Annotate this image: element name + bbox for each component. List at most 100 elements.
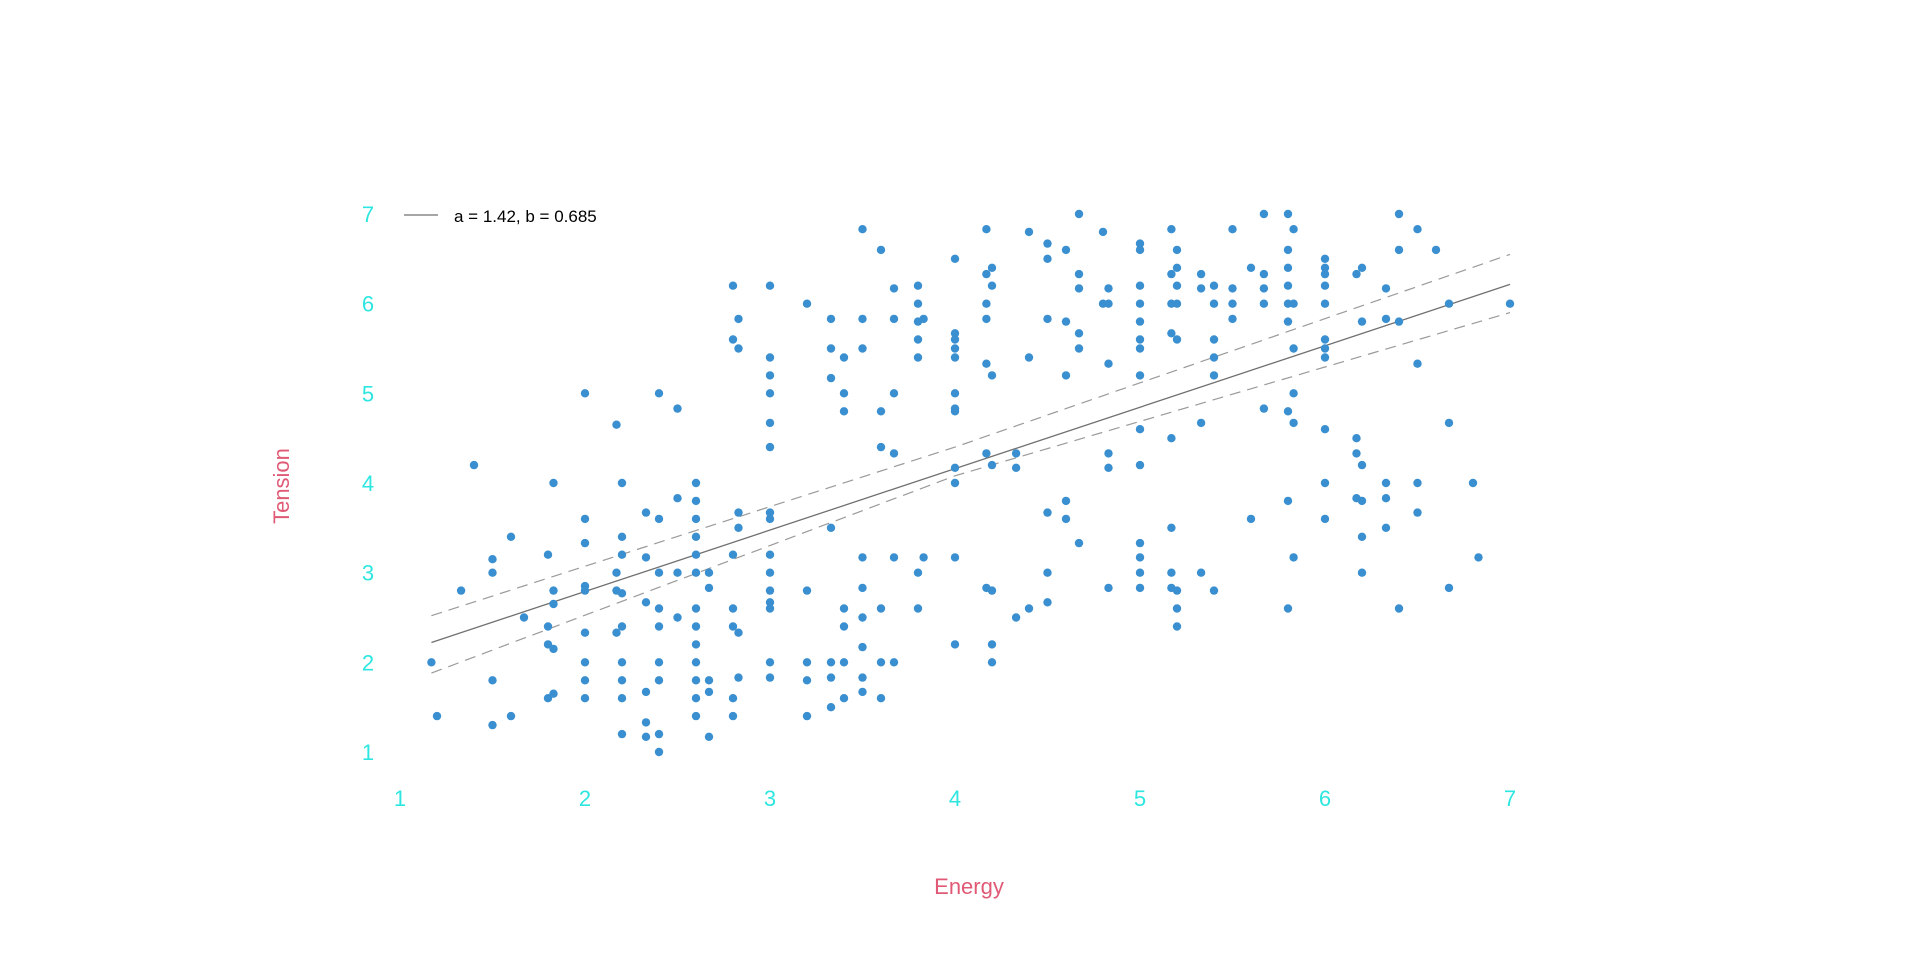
data-point (858, 642, 867, 652)
data-point (1289, 344, 1298, 353)
data-point (1283, 317, 1293, 326)
data-point (1283, 209, 1293, 219)
data-point (1074, 209, 1084, 219)
data-point (617, 532, 627, 541)
data-point (1074, 344, 1084, 353)
data-point (913, 604, 923, 613)
data-point (1381, 523, 1391, 532)
data-point (1196, 418, 1206, 428)
data-point (654, 676, 664, 685)
data-point (1381, 314, 1391, 324)
data-point (802, 676, 812, 685)
x-axis-ticks: 1 2 3 4 5 6 7 (394, 786, 1516, 811)
data-point (580, 694, 590, 703)
data-point (1043, 568, 1052, 577)
data-point (889, 449, 899, 458)
x-tick-label: 2 (579, 786, 591, 811)
data-point (1352, 269, 1361, 279)
data-point (549, 599, 558, 609)
data-point (1228, 225, 1237, 234)
data-point (469, 460, 479, 470)
data-point (691, 478, 701, 488)
data-point (876, 604, 886, 613)
data-point (580, 514, 590, 524)
y-tick-label: 3 (362, 561, 374, 586)
y-tick-label: 6 (362, 292, 374, 317)
data-point (1167, 269, 1176, 279)
data-point (1024, 227, 1034, 237)
data-point (1320, 514, 1330, 524)
data-point (950, 478, 960, 488)
data-point (691, 514, 701, 524)
data-point (1357, 532, 1367, 541)
data-point (1444, 299, 1454, 308)
data-point (728, 550, 738, 559)
data-point (704, 676, 714, 685)
data-point (1135, 239, 1145, 248)
data-point (654, 658, 664, 667)
data-point (1320, 281, 1330, 290)
data-point (691, 568, 701, 577)
data-point (889, 658, 899, 667)
data-point (1320, 299, 1330, 308)
data-point (1196, 269, 1206, 279)
data-point (987, 658, 997, 667)
data-point (1320, 344, 1330, 353)
data-point (734, 314, 743, 324)
data-point (1259, 404, 1269, 413)
data-point (1172, 299, 1182, 308)
data-point (1468, 478, 1478, 488)
data-point (765, 281, 775, 290)
data-point (654, 747, 664, 757)
data-point (673, 613, 682, 622)
data-point (765, 353, 775, 362)
data-point (826, 658, 836, 667)
data-point (1357, 460, 1367, 470)
data-point (826, 523, 836, 532)
data-point (1135, 245, 1145, 255)
data-point (617, 622, 627, 631)
data-point (1043, 314, 1052, 324)
legend-label: a = 1.42, b = 0.685 (454, 207, 597, 226)
confidence-band-group (431, 253, 1511, 674)
data-point (612, 568, 621, 577)
data-point (1505, 299, 1515, 308)
data-point (1357, 317, 1367, 326)
data-point (1289, 553, 1298, 562)
data-point (1011, 463, 1021, 472)
data-point (1474, 553, 1483, 562)
data-point (641, 732, 651, 741)
data-point (1167, 329, 1176, 338)
data-point (1289, 225, 1298, 234)
data-point (427, 658, 436, 667)
data-point (950, 254, 960, 263)
data-point (826, 314, 836, 324)
data-point (1074, 538, 1084, 548)
data-point (641, 598, 651, 607)
data-point (691, 676, 701, 685)
data-point (1381, 478, 1391, 488)
data-point (1172, 604, 1182, 613)
data-point (802, 711, 812, 721)
data-point (1061, 514, 1071, 524)
data-point (1394, 317, 1404, 326)
data-point (1024, 353, 1034, 362)
data-point (488, 568, 497, 577)
data-point (950, 353, 960, 362)
data-point (1167, 225, 1176, 234)
data-point (765, 586, 775, 595)
data-point (617, 676, 627, 685)
data-point (1320, 353, 1330, 362)
y-tick-label: 4 (362, 471, 374, 496)
data-point (950, 389, 960, 398)
data-point (1209, 586, 1219, 595)
data-point (580, 586, 590, 595)
data-point (1259, 299, 1269, 308)
data-point (765, 514, 775, 524)
data-point (1209, 371, 1219, 380)
data-point (858, 314, 867, 324)
data-point (1444, 418, 1454, 428)
data-point (1011, 613, 1021, 622)
data-point (654, 514, 664, 524)
